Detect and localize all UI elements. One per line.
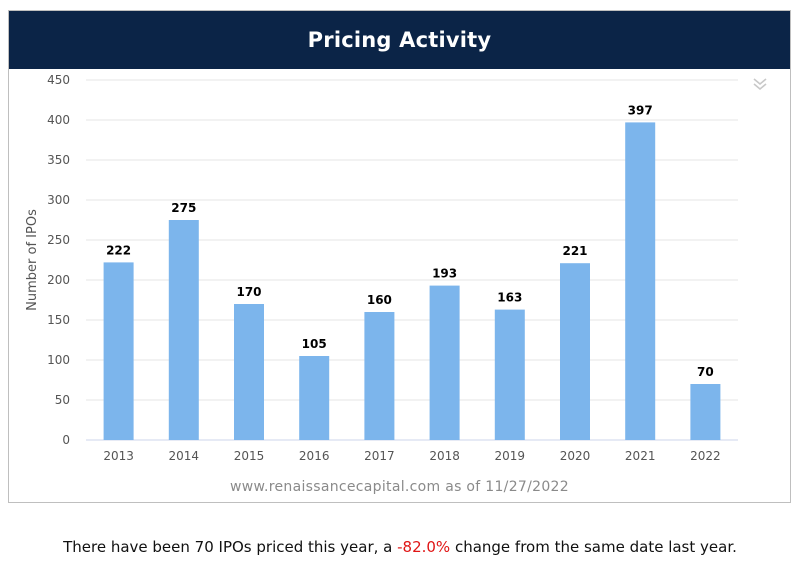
data-label: 275 xyxy=(171,201,196,215)
x-tick-label: 2015 xyxy=(234,449,265,463)
data-label: 105 xyxy=(302,337,327,351)
data-label: 163 xyxy=(497,291,522,305)
data-label: 160 xyxy=(367,293,392,307)
x-tick-label: 2013 xyxy=(103,449,134,463)
data-label: 70 xyxy=(697,365,714,379)
x-tick-label: 2019 xyxy=(495,449,526,463)
chart-title: Pricing Activity xyxy=(307,28,492,52)
source-note: www.renaissancecapital.com as of 11/27/2… xyxy=(230,479,569,495)
summary-text: There have been 70 IPOs priced this year… xyxy=(0,538,800,556)
x-tick-label: 2016 xyxy=(299,449,330,463)
chart-header: Pricing Activity xyxy=(9,11,790,69)
bar xyxy=(103,262,134,440)
bar xyxy=(494,309,525,440)
x-tick-label: 2014 xyxy=(169,449,200,463)
data-label: 397 xyxy=(628,103,653,117)
y-axis-title: Number of IPOs xyxy=(25,209,40,311)
bar xyxy=(560,263,590,440)
summary-prefix: There have been 70 IPOs priced this year… xyxy=(63,538,398,556)
y-tick-label: 300 xyxy=(47,193,70,207)
y-tick-label: 50 xyxy=(55,393,70,407)
data-label: 170 xyxy=(236,285,261,299)
change-percent: -82.0% xyxy=(397,538,451,556)
bar-chart: 0 50 100 150 200 250 300 350 400 450 Number of IPO… xyxy=(25,73,738,463)
bar xyxy=(234,304,264,440)
data-label: 222 xyxy=(106,243,131,257)
y-tick-label: 200 xyxy=(47,273,70,287)
bar xyxy=(690,384,721,440)
x-tick-label: 2017 xyxy=(364,449,395,463)
y-tick-label: 400 xyxy=(47,113,70,127)
x-tick-label: 2020 xyxy=(560,449,591,463)
y-tick-label: 100 xyxy=(47,353,70,367)
x-tick-label: 2022 xyxy=(690,449,721,463)
bar xyxy=(299,356,330,440)
data-label: 193 xyxy=(432,267,457,281)
bar xyxy=(168,220,199,440)
y-tick-label: 450 xyxy=(47,73,70,87)
y-tick-label: 150 xyxy=(47,313,70,327)
bar xyxy=(429,285,460,440)
y-tick-label: 0 xyxy=(62,433,70,447)
double-chevron-down-icon[interactable] xyxy=(752,77,768,91)
bar xyxy=(364,312,395,440)
y-tick-label: 250 xyxy=(47,233,70,247)
data-label: 221 xyxy=(562,244,587,258)
y-tick-label: 350 xyxy=(47,153,70,167)
x-tick-label: 2018 xyxy=(429,449,460,463)
bar xyxy=(625,122,656,441)
x-tick-label: 2021 xyxy=(625,449,656,463)
chart-panel: Pricing Activity 0 50 100 150 200 250 300 350 40… xyxy=(8,10,791,503)
summary-suffix: change from the same date last year. xyxy=(450,538,737,556)
